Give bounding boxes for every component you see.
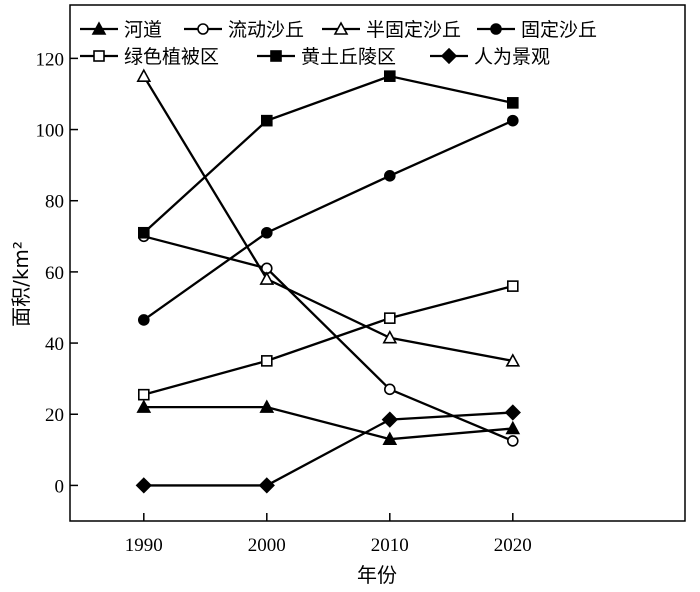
data-point: [383, 170, 396, 182]
data-point: [260, 226, 273, 239]
data-point: [260, 114, 273, 127]
y-tick-label: 20: [45, 405, 64, 426]
y-tick-label: 0: [55, 476, 65, 497]
data-point: [506, 435, 519, 447]
x-axis-title: 年份: [357, 563, 397, 587]
data-point: [138, 314, 150, 326]
data-point: [383, 383, 396, 396]
series-line: [142, 75, 514, 362]
data-point: [382, 330, 398, 344]
series-lines: [142, 74, 514, 487]
y-axis-title: 面积/km²: [9, 241, 33, 327]
x-tick-label: 1990: [125, 535, 163, 556]
data-point: [138, 388, 150, 401]
y-tick-label: 60: [45, 263, 64, 284]
series-line: [143, 119, 514, 321]
data-point: [260, 355, 273, 367]
plot-frame: [69, 4, 686, 522]
legend-label: 人为景观: [474, 46, 550, 68]
x-tick-label: 2000: [248, 535, 286, 556]
legend-marker: [197, 23, 209, 35]
legend-marker: [333, 21, 349, 35]
legend-label: 流动沙丘: [228, 19, 304, 41]
series-line: [143, 285, 514, 396]
data-point: [138, 226, 150, 239]
x-tick-label: 2010: [371, 535, 409, 556]
legend-marker: [93, 50, 105, 62]
legend-marker: [440, 47, 458, 65]
series-line: [143, 74, 514, 234]
data-point: [258, 477, 275, 494]
y-tick-label: 120: [36, 49, 65, 70]
data-point: [505, 353, 521, 367]
legend-label: 固定沙丘: [521, 19, 597, 41]
data-point: [259, 399, 275, 413]
data-point: [135, 477, 152, 494]
legend-marker: [490, 23, 502, 35]
data-point: [505, 420, 521, 435]
series-line: [143, 411, 513, 487]
legend-marker: [270, 50, 282, 62]
data-point: [136, 68, 152, 82]
y-tick-label: 100: [36, 121, 65, 142]
data-point: [504, 404, 521, 421]
data-point: [136, 399, 152, 413]
series-markers: [135, 68, 521, 494]
y-tick-label: 40: [45, 334, 64, 355]
legend-marker: [91, 21, 107, 35]
data-point: [506, 97, 519, 109]
data-point: [506, 114, 519, 127]
x-tick-label: 2020: [494, 535, 532, 556]
data-point: [383, 312, 396, 324]
legend-label: 半固定沙丘: [366, 19, 461, 41]
data-point: [383, 70, 396, 82]
series-line: [143, 405, 513, 441]
data-point: [259, 271, 275, 285]
legend-label: 黄土丘陵区: [301, 46, 396, 68]
legend-label: 河道: [124, 19, 162, 41]
data-point: [382, 431, 398, 445]
data-point: [506, 280, 519, 292]
data-point: [381, 411, 398, 428]
legend-label: 绿色植被区: [124, 46, 219, 68]
axis-ticks: 1990 2000 2010 2020 0 20 40 60 80 100 120: [36, 49, 532, 556]
y-tick-label: 80: [45, 192, 64, 213]
